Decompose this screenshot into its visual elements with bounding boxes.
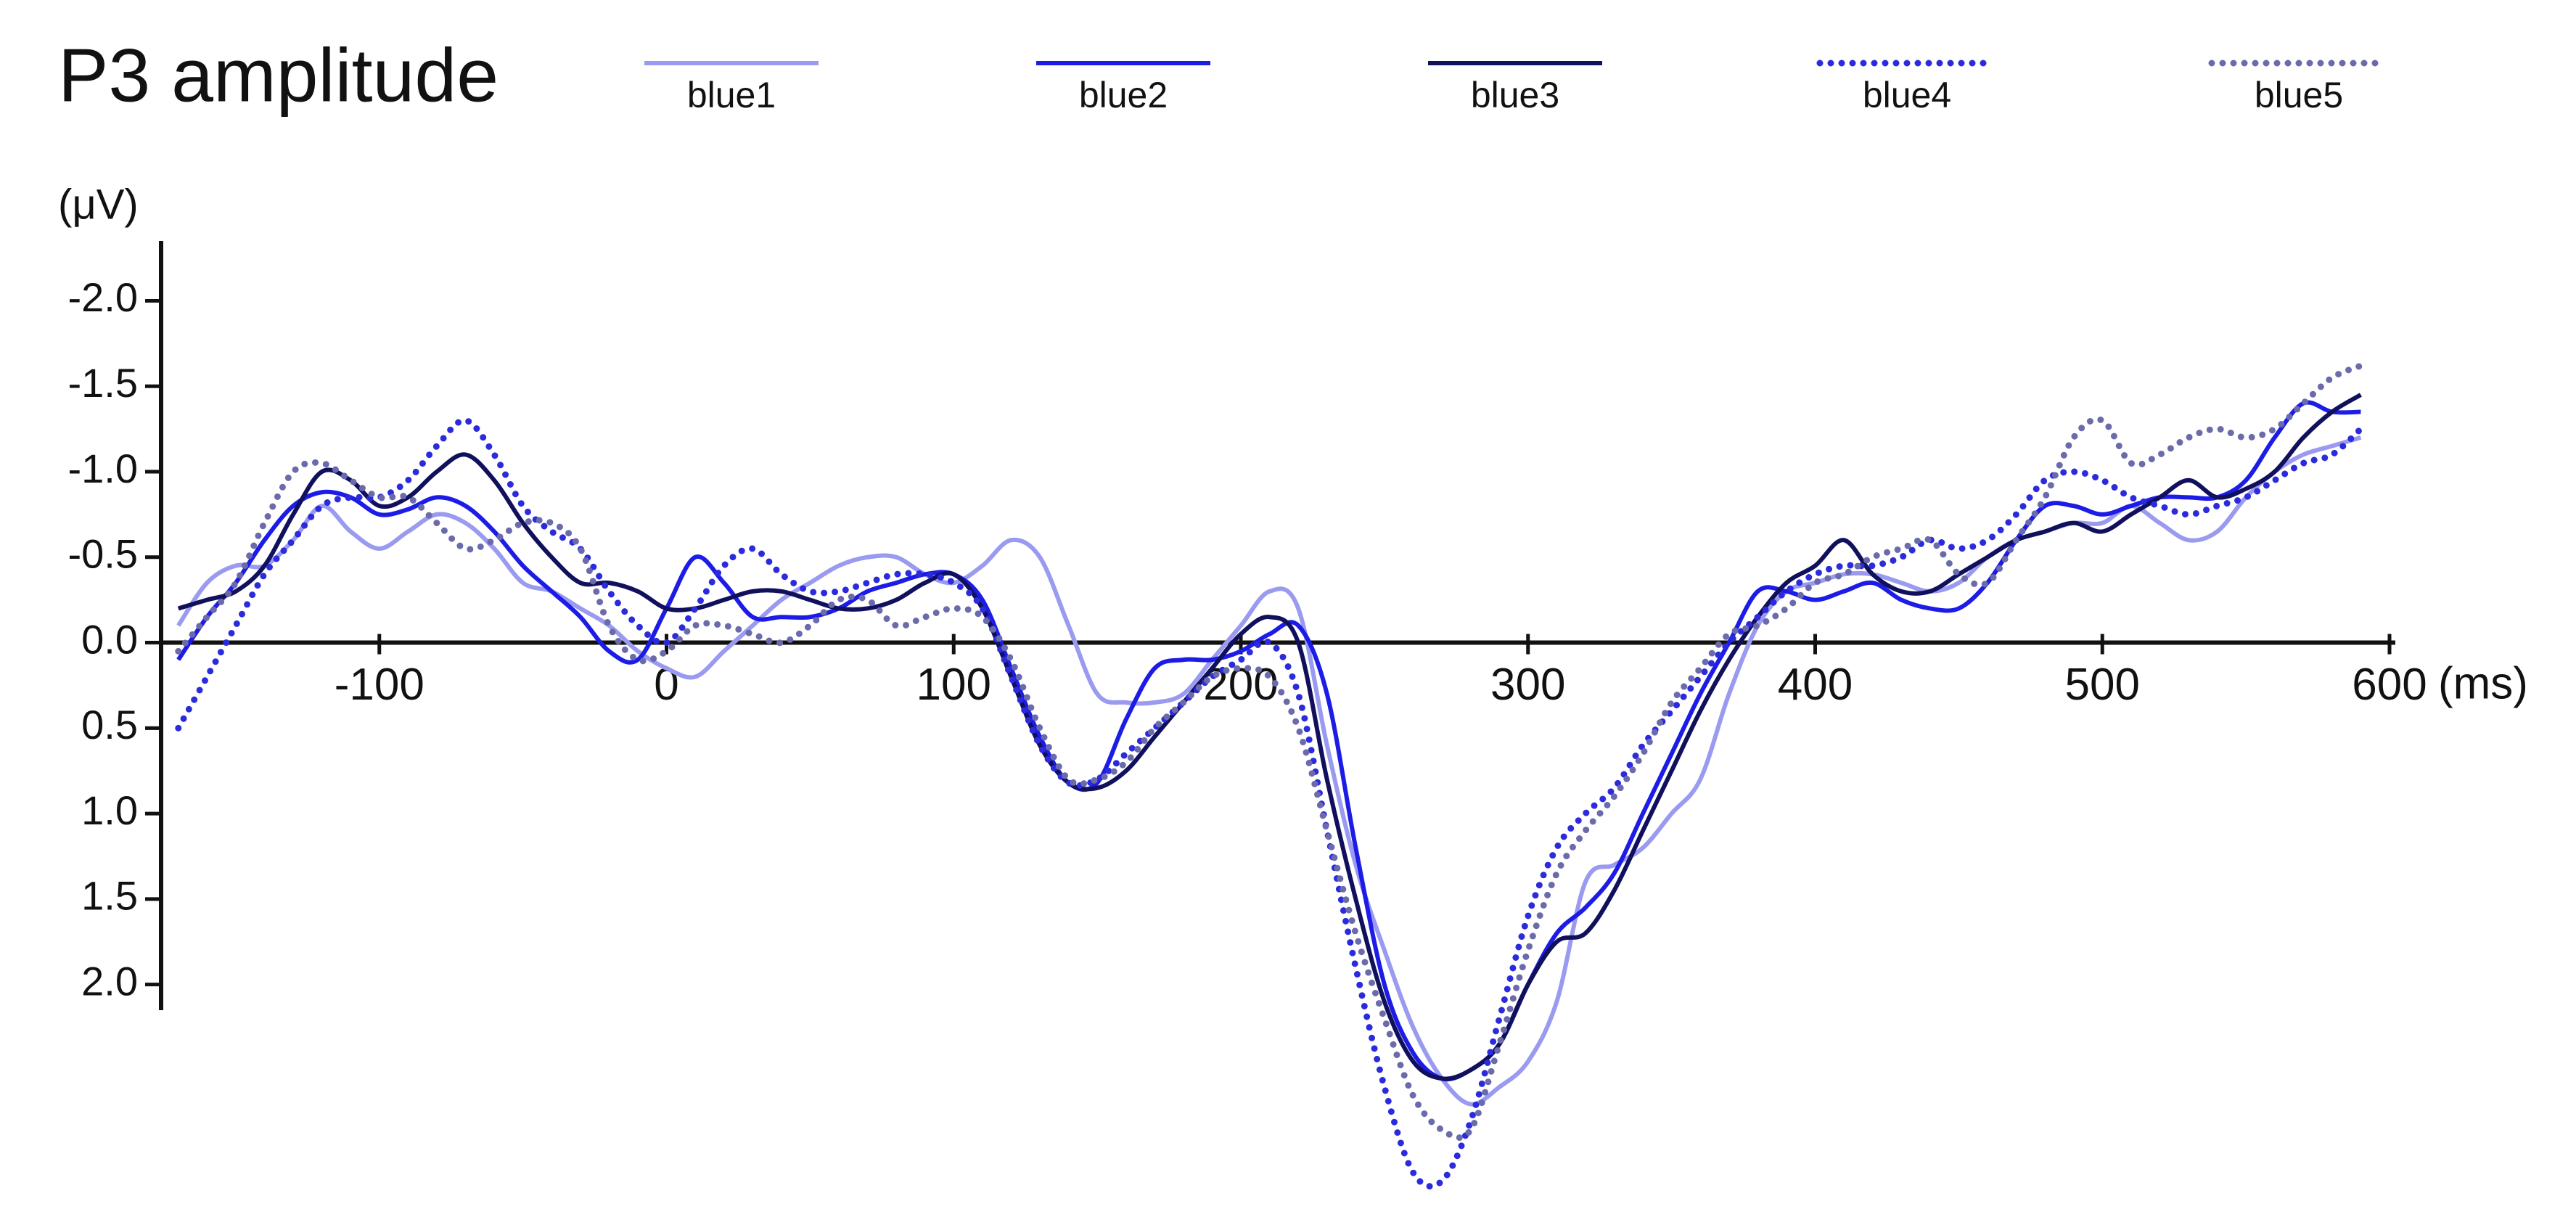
y-tick-label: 0.0 — [81, 616, 138, 662]
x-tick-label: 300 — [1490, 660, 1565, 710]
x-tick-label: 100 — [916, 660, 991, 710]
series-line — [176, 400, 2361, 1082]
legend-label: blue2 — [1079, 75, 1168, 115]
y-tick-label: 1.0 — [81, 787, 138, 833]
x-tick-label: 200 — [1203, 660, 1278, 710]
x-tick-label: 500 — [2065, 660, 2140, 710]
y-tick-label: -1.0 — [68, 446, 139, 491]
y-tick-label: 0.5 — [81, 702, 138, 747]
x-axis-label: (ms) — [2438, 658, 2528, 708]
y-tick-label: -1.5 — [68, 360, 139, 406]
x-tick-label: 400 — [1778, 660, 1853, 710]
series-line — [175, 362, 2364, 1142]
y-tick-label: 2.0 — [81, 958, 138, 1004]
series-line — [175, 417, 2364, 1190]
y-tick-label: 1.5 — [81, 873, 138, 919]
y-tick-label: -2.0 — [68, 274, 139, 320]
chart-title: P3 amplitude — [58, 33, 499, 118]
y-axis-label: (μV) — [58, 181, 139, 228]
legend-label: blue5 — [2255, 75, 2343, 115]
y-tick-label: -0.5 — [68, 531, 139, 577]
legend-label: blue1 — [687, 75, 776, 115]
x-tick-label: -100 — [335, 660, 424, 710]
legend-label: blue4 — [1863, 75, 1951, 115]
x-tick-label: 600 — [2352, 660, 2427, 710]
series-line — [176, 435, 2362, 1107]
legend-label: blue3 — [1471, 75, 1559, 115]
series-line — [177, 393, 2362, 1081]
